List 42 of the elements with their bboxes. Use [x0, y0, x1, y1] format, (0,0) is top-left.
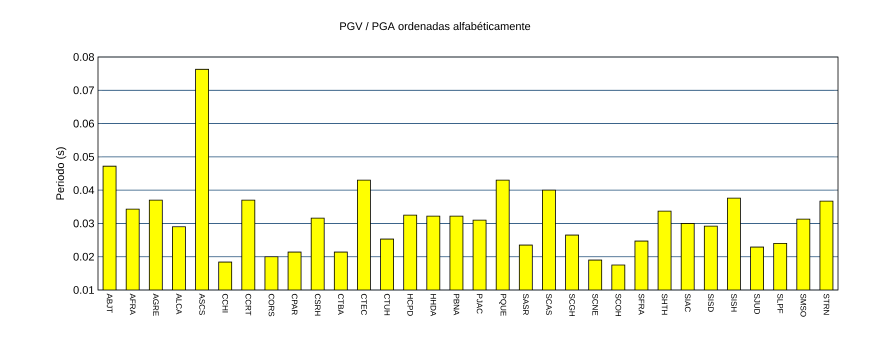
x-tick-label: SCNE — [592, 294, 598, 316]
x-tick-label: SFRA — [638, 294, 644, 315]
x-tick-label: HHDA — [430, 294, 436, 316]
y-tick-label: 0.06 — [74, 120, 94, 128]
x-tick-label: ASCS — [199, 294, 205, 315]
x-tick-label: CSRH — [314, 294, 321, 316]
x-tick-label: SCGH — [569, 294, 575, 316]
y-tick-label: 0.03 — [74, 220, 94, 228]
y-tick-label: 0.02 — [74, 252, 94, 261]
x-tick-label: PBNA — [454, 294, 460, 316]
y-tick-label: 0.05 — [74, 152, 94, 161]
x-tick-label: CCRT — [245, 294, 252, 316]
x-tick-label: SASR — [522, 294, 529, 315]
x-tick-label: CTUH — [384, 294, 390, 316]
x-tick-label: SIAC — [684, 294, 691, 312]
x-tick-label: SCOH — [615, 294, 622, 316]
x-tick-label: ABJT — [106, 294, 112, 313]
x-tick-label: SJUD — [754, 294, 760, 314]
x-tick-label: SCAS — [546, 294, 552, 315]
x-tick-label: STRN — [824, 294, 830, 315]
x-tick-label: AFRA — [130, 294, 136, 315]
y-tick-label: 0.01 — [74, 286, 94, 294]
x-tick-label: PJAC — [476, 294, 482, 314]
x-tick-label: SISH — [731, 294, 737, 312]
y-tick-label: 0.08 — [74, 53, 94, 61]
x-tick-label: SLPF — [777, 294, 784, 314]
x-tick-label: SISD — [708, 294, 714, 312]
x-tick-label: CTEC — [361, 294, 367, 315]
x-tick-label: SMSO — [800, 294, 806, 317]
y-tick-label: 0.07 — [74, 86, 94, 94]
x-tick-label: CTBA — [338, 294, 344, 315]
y-tick-label: 0.04 — [74, 186, 94, 194]
x-tick-label: ALCA — [176, 294, 182, 314]
x-tick-label: AGRE — [152, 294, 159, 316]
x-tick-label: CCHI — [222, 294, 228, 312]
chart-title: PGV / PGA ordenadas alfabéticamente — [340, 22, 530, 30]
x-tick-label: SHTH — [662, 294, 668, 315]
x-tick-label: CORS — [268, 294, 274, 316]
y-axis-title: Periodo (s) — [56, 147, 66, 200]
x-tick-label: HCPD — [407, 294, 414, 316]
x-tick-label: CPAR — [292, 294, 298, 315]
x-tick-label: PQUE — [499, 294, 506, 316]
